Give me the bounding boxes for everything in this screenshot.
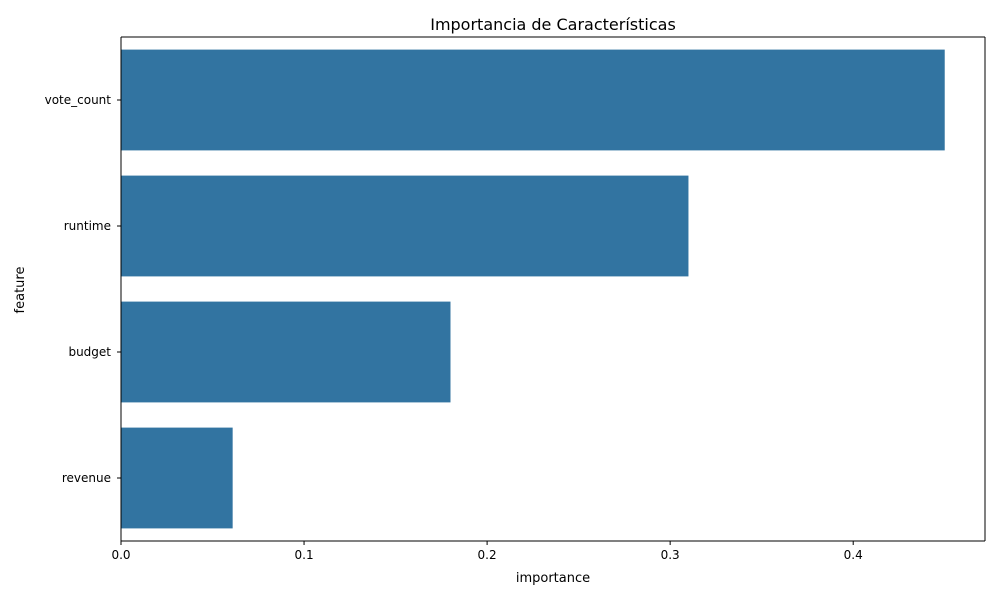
y-tick-label: revenue — [62, 471, 111, 485]
x-tick-label: 0.2 — [478, 548, 497, 562]
bars-group — [121, 49, 945, 529]
bar-revenue — [121, 427, 233, 529]
y-tick-label: budget — [68, 345, 111, 359]
x-axis-label: importance — [516, 571, 590, 586]
axes-spines — [120, 36, 986, 542]
bar-vote-count — [121, 49, 945, 151]
chart-title: Importancia de Características — [430, 15, 676, 34]
x-tick-label: 0.3 — [661, 548, 680, 562]
x-tick-label: 0.1 — [295, 548, 314, 562]
x-tick-label: 0.0 — [111, 548, 130, 562]
y-tick-label: vote_count — [45, 93, 112, 107]
y-tick-label: runtime — [64, 219, 111, 233]
bar-runtime — [121, 175, 689, 277]
y-axis-label: feature — [13, 267, 28, 314]
x-ticks-group: 0.0 0.1 0.2 0.3 0.4 — [111, 541, 863, 562]
bar-budget — [121, 301, 451, 403]
x-tick-label: 0.4 — [844, 548, 863, 562]
